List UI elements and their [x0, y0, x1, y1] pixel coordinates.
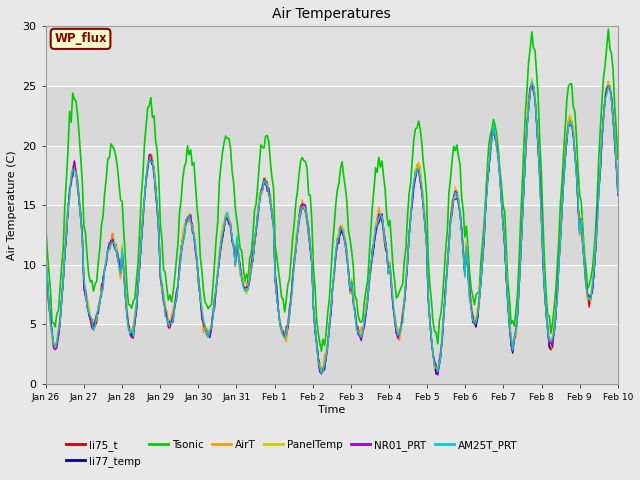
Line: li75_t: li75_t — [45, 84, 618, 373]
PanelTemp — [212, 286, 220, 291]
li75_t — [614, 187, 621, 193]
li75_t — [112, 242, 120, 248]
li77_temp — [292, 247, 300, 252]
li75_t — [434, 371, 442, 376]
Bar — [45, 324, 618, 384]
Tsonic — [317, 348, 325, 354]
li77_temp — [112, 241, 120, 247]
AirT — [241, 287, 249, 292]
AirT — [112, 243, 120, 249]
AirT — [614, 189, 621, 194]
PanelTemp — [614, 186, 621, 192]
NR01_PRT — [586, 293, 593, 299]
NR01_PRT — [614, 192, 621, 198]
AirT — [604, 78, 612, 84]
Bar — [45, 265, 618, 324]
Title: Air Temperatures: Air Temperatures — [273, 7, 391, 21]
AM25T_PRT — [614, 191, 621, 196]
AM25T_PRT — [528, 79, 536, 84]
AirT — [317, 369, 325, 375]
li75_t — [212, 286, 220, 292]
Tsonic — [112, 153, 120, 159]
Tsonic — [241, 279, 249, 285]
li77_temp — [212, 285, 220, 291]
Bar — [45, 205, 618, 265]
PanelTemp — [232, 262, 239, 267]
NR01_PRT — [528, 80, 536, 86]
PanelTemp — [319, 367, 327, 373]
Bar — [45, 145, 618, 205]
AM25T_PRT — [317, 371, 325, 376]
NR01_PRT — [292, 247, 300, 253]
AM25T_PRT — [212, 283, 220, 288]
PanelTemp — [292, 234, 300, 240]
AirT — [232, 263, 239, 268]
Tsonic — [614, 156, 621, 162]
li77_temp — [528, 82, 536, 88]
AM25T_PRT — [241, 288, 249, 294]
Line: AM25T_PRT: AM25T_PRT — [45, 82, 618, 373]
Tsonic — [292, 199, 300, 205]
Line: PanelTemp: PanelTemp — [45, 78, 618, 370]
li77_temp — [586, 293, 593, 299]
Text: WP_flux: WP_flux — [54, 32, 107, 46]
li75_t — [42, 254, 49, 260]
Bar — [45, 26, 618, 86]
AM25T_PRT — [292, 249, 300, 255]
Y-axis label: Air Temperature (C): Air Temperature (C) — [7, 150, 17, 260]
AM25T_PRT — [42, 254, 49, 260]
AM25T_PRT — [586, 295, 593, 300]
AirT — [584, 297, 591, 303]
Tsonic — [212, 236, 220, 242]
Tsonic — [604, 26, 612, 32]
Line: Tsonic: Tsonic — [45, 29, 618, 351]
NR01_PRT — [434, 372, 442, 378]
li77_temp — [232, 259, 239, 265]
AirT — [212, 282, 220, 288]
AirT — [292, 237, 300, 242]
li75_t — [241, 285, 249, 291]
NR01_PRT — [42, 258, 49, 264]
li75_t — [292, 245, 300, 251]
NR01_PRT — [112, 248, 120, 254]
li77_temp — [614, 188, 621, 194]
PanelTemp — [528, 75, 536, 81]
li77_temp — [241, 287, 249, 292]
li77_temp — [433, 372, 440, 377]
NR01_PRT — [232, 261, 239, 267]
li75_t — [586, 304, 593, 310]
Tsonic — [584, 286, 591, 292]
PanelTemp — [42, 247, 49, 252]
AM25T_PRT — [232, 262, 239, 267]
Bar — [45, 86, 618, 145]
Tsonic — [42, 219, 49, 225]
Line: AirT: AirT — [45, 81, 618, 372]
NR01_PRT — [212, 284, 220, 289]
PanelTemp — [112, 242, 120, 248]
AM25T_PRT — [112, 247, 120, 253]
Line: NR01_PRT: NR01_PRT — [45, 83, 618, 375]
Legend: li75_t, li77_temp, Tsonic, AirT, PanelTemp, NR01_PRT, AM25T_PRT: li75_t, li77_temp, Tsonic, AirT, PanelTe… — [62, 436, 522, 471]
X-axis label: Time: Time — [318, 405, 346, 415]
AirT — [42, 252, 49, 257]
li75_t — [528, 82, 536, 87]
li75_t — [232, 264, 239, 269]
NR01_PRT — [241, 285, 249, 291]
PanelTemp — [241, 287, 249, 293]
Tsonic — [232, 205, 239, 211]
Line: li77_temp: li77_temp — [45, 85, 618, 374]
li77_temp — [42, 256, 49, 262]
PanelTemp — [586, 293, 593, 299]
